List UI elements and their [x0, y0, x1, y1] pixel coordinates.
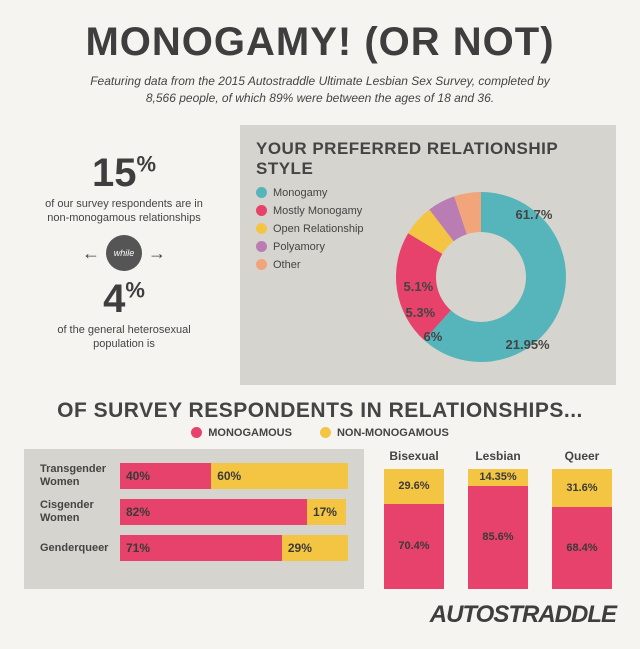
stat-4pct: 4% — [24, 279, 224, 319]
legend-item: Polyamory — [256, 241, 364, 253]
infographic: MONOGAMY! (OR NOT) Featuring data from t… — [0, 0, 640, 649]
hbar-seg-nonmono: 17% — [307, 499, 346, 525]
legend-item: Other — [256, 259, 364, 271]
footer-logo: AUTOSTRADDLE — [24, 601, 616, 629]
stat-4-text: of the general heterosexual population i… — [44, 323, 204, 352]
legend2-nonmono: NON-MONOGAMOUS — [320, 427, 449, 439]
legend-item: Monogamy — [256, 187, 364, 199]
hbar-track: 71% 29% — [120, 535, 348, 561]
hbar-seg-mono: 71% — [120, 535, 282, 561]
vbar-col: Queer 31.6% 68.4% — [548, 449, 616, 589]
hbar-row: Cisgender Women 82% 17% — [40, 499, 348, 525]
vbar-stack: 31.6% 68.4% — [552, 469, 612, 589]
hbar-seg-nonmono: 29% — [282, 535, 348, 561]
arrow-left-icon: ← — [82, 243, 100, 264]
hbar-label: Transgender Women — [40, 463, 120, 489]
legend-item: Mostly Monogamy — [256, 205, 364, 217]
vbar-seg-mono: 85.6% — [468, 486, 528, 589]
section2-title: OF SURVEY RESPONDENTS IN RELATIONSHIPS..… — [24, 399, 616, 423]
left-stats: 15% of our survey respondents are in non… — [24, 125, 224, 385]
legend2: MONOGAMOUS NON-MONOGAMOUS — [24, 427, 616, 439]
while-divider: ← while → — [24, 235, 224, 271]
vbar-seg-mono: 70.4% — [384, 504, 444, 588]
subtitle: Featuring data from the 2015 Autostraddl… — [80, 73, 560, 107]
vbar-col: Bisexual 29.6% 70.4% — [380, 449, 448, 589]
legend-item: Open Relationship — [256, 223, 364, 235]
hbar-track: 40% 60% — [120, 463, 348, 489]
hbar-seg-mono: 82% — [120, 499, 307, 525]
stat-15-text: of our survey respondents are in non-mon… — [44, 197, 204, 226]
hbar-track: 82% 17% — [120, 499, 348, 525]
vbar-seg-nonmono: 29.6% — [384, 469, 444, 505]
hbar-row: Transgender Women 40% 60% — [40, 463, 348, 489]
vbar-header: Queer — [548, 449, 616, 463]
donut-slice-label: 6% — [424, 329, 443, 344]
donut-legend: Monogamy Mostly Monogamy Open Relationship… — [256, 187, 364, 367]
stat-15pct: 15% — [24, 153, 224, 193]
donut-title: YOUR PREFERRED RELATIONSHIP STYLE — [256, 139, 600, 179]
main-title: MONOGAMY! (OR NOT) — [24, 20, 616, 65]
hbar-seg-nonmono: 60% — [211, 463, 348, 489]
vbar-chart: Bisexual 29.6% 70.4% Lesbian 14.35% 85.6… — [380, 449, 616, 589]
hbar-seg-mono: 40% — [120, 463, 211, 489]
legend2-mono: MONOGAMOUS — [191, 427, 292, 439]
donut-slice-label: 61.7% — [516, 207, 553, 222]
donut-slice-label: 21.95% — [506, 337, 550, 352]
vbar-stack: 14.35% 85.6% — [468, 469, 528, 589]
vbar-seg-nonmono: 31.6% — [552, 469, 612, 507]
donut-panel: YOUR PREFERRED RELATIONSHIP STYLE Monoga… — [240, 125, 616, 385]
vbar-header: Lesbian — [464, 449, 532, 463]
while-circle: while — [106, 235, 142, 271]
hbar-row: Genderqueer 71% 29% — [40, 535, 348, 561]
arrow-right-icon: → — [148, 243, 166, 264]
hbar-label: Cisgender Women — [40, 499, 120, 525]
vbar-col: Lesbian 14.35% 85.6% — [464, 449, 532, 589]
vbar-stack: 29.6% 70.4% — [384, 469, 444, 589]
donut-slice-label: 5.3% — [406, 305, 436, 320]
hbar-label: Genderqueer — [40, 542, 120, 555]
top-row: 15% of our survey respondents are in non… — [24, 125, 616, 385]
vbar-seg-nonmono: 14.35% — [468, 469, 528, 486]
hbar-chart: Transgender Women 40% 60% Cisgender Wome… — [24, 449, 364, 589]
vbar-seg-mono: 68.4% — [552, 507, 612, 589]
vbar-header: Bisexual — [380, 449, 448, 463]
bottom-row: Transgender Women 40% 60% Cisgender Wome… — [24, 449, 616, 589]
donut-chart: 61.7% 21.95% 6% 5.3% 5.1% — [376, 187, 576, 367]
donut-slice-label: 5.1% — [404, 279, 434, 294]
